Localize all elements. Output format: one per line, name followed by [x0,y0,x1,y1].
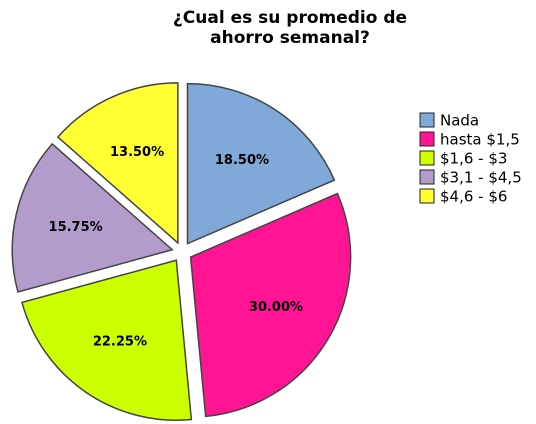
pie-slice [21,259,193,421]
pie-slice [11,142,174,293]
legend-label: hasta $1,5 [440,131,520,149]
data-label: 22.25% [93,334,147,349]
legend-swatch [419,131,435,147]
data-label: 30.00% [249,300,303,315]
legend-swatch [419,112,435,128]
legend-label: $3,1 - $4,5 [440,169,522,187]
pie-slice [189,192,352,418]
legend-label: $4,6 - $6 [440,188,507,206]
chart-title: ¿Cual es su promedio de ahorro semanal? [172,8,408,48]
data-label: 18.50% [215,153,269,168]
legend-label: Nada [440,112,479,130]
legend-swatch [419,169,435,185]
legend-swatch [419,188,435,204]
data-label: 13.50% [110,145,164,160]
data-label: 15.75% [49,220,103,235]
legend-label: $1,6 - $3 [440,150,507,168]
pie-slice [186,82,336,245]
legend-swatch [419,150,435,166]
pie-slice [56,82,179,245]
